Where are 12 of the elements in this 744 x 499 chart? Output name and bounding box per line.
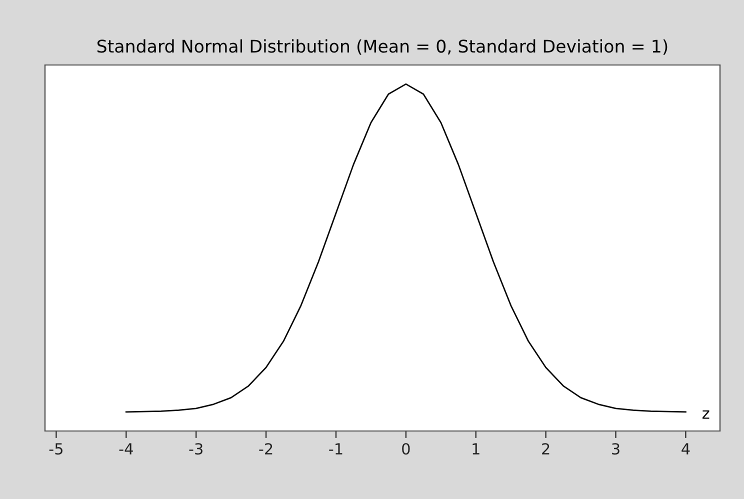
x-axis-title: z <box>702 410 710 419</box>
x-tick-label: 4 <box>682 443 690 454</box>
x-tick-label: 0 <box>402 443 410 455</box>
x-tick-label: -3 <box>189 443 202 455</box>
x-tick-label: 3 <box>612 443 620 455</box>
x-tick-label: -2 <box>259 443 272 454</box>
x-tick-label: 2 <box>542 443 550 454</box>
chart-title: Standard Normal Distribution (Mean = 0, Standard Deviation = 1) <box>97 39 668 55</box>
x-tick-label: -4 <box>119 443 133 454</box>
x-tick-label: 1 <box>472 443 480 454</box>
x-tick-label: -5 <box>49 443 62 455</box>
x-tick-label: -1 <box>329 443 342 454</box>
